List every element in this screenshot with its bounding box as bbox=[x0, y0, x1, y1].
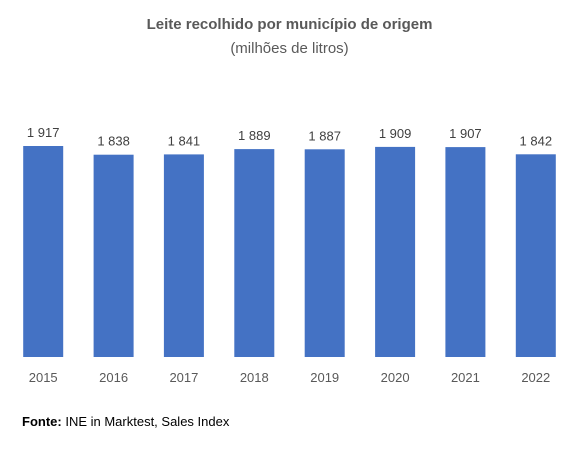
source-label: Fonte: bbox=[22, 414, 62, 429]
value-label-2019: 1 887 bbox=[308, 128, 341, 143]
bar-2015 bbox=[23, 146, 64, 357]
bar-2019 bbox=[304, 149, 345, 357]
value-label-2017: 1 841 bbox=[168, 133, 201, 148]
bars-group bbox=[23, 146, 556, 357]
chart-title: Leite recolhido por município de origem bbox=[146, 16, 433, 33]
value-label-2020: 1 909 bbox=[379, 126, 412, 141]
x-tick-label-2022: 2022 bbox=[521, 370, 550, 385]
source-text: INE in Marktest, Sales Index bbox=[61, 414, 230, 429]
chart-subtitle: (milhões de litros) bbox=[230, 40, 349, 57]
x-tick-label-2021: 2021 bbox=[451, 370, 480, 385]
bar-2021 bbox=[445, 147, 486, 357]
x-tick-label-2019: 2019 bbox=[310, 370, 339, 385]
value-label-2015: 1 917 bbox=[27, 125, 60, 140]
x-tick-label-2020: 2020 bbox=[381, 370, 410, 385]
bar-2020 bbox=[375, 146, 416, 357]
bar-chart: 1 917 1 838 1 841 1 889 1 887 1 909 1 907 1 842… bbox=[23, 125, 556, 385]
value-labels-group: 1 917 1 838 1 841 1 889 1 887 1 909 1 907 1 842 bbox=[27, 125, 552, 149]
value-label-2016: 1 838 bbox=[97, 134, 130, 149]
value-label-2018: 1 889 bbox=[238, 128, 271, 143]
source-note: Fonte: INE in Marktest, Sales Index bbox=[22, 414, 229, 429]
bar-2018 bbox=[234, 149, 275, 357]
x-tick-labels-group: 2015 2016 2017 2018 2019 2020 2021 2022 bbox=[29, 370, 551, 385]
x-tick-label-2018: 2018 bbox=[240, 370, 269, 385]
value-label-2022: 1 842 bbox=[520, 133, 553, 148]
x-tick-label-2016: 2016 bbox=[99, 370, 128, 385]
bar-2022 bbox=[515, 154, 556, 357]
value-label-2021: 1 907 bbox=[449, 126, 482, 141]
x-tick-label-2015: 2015 bbox=[29, 370, 58, 385]
x-tick-label-2017: 2017 bbox=[169, 370, 198, 385]
bar-2017 bbox=[163, 154, 204, 357]
bar-2016 bbox=[93, 154, 134, 357]
